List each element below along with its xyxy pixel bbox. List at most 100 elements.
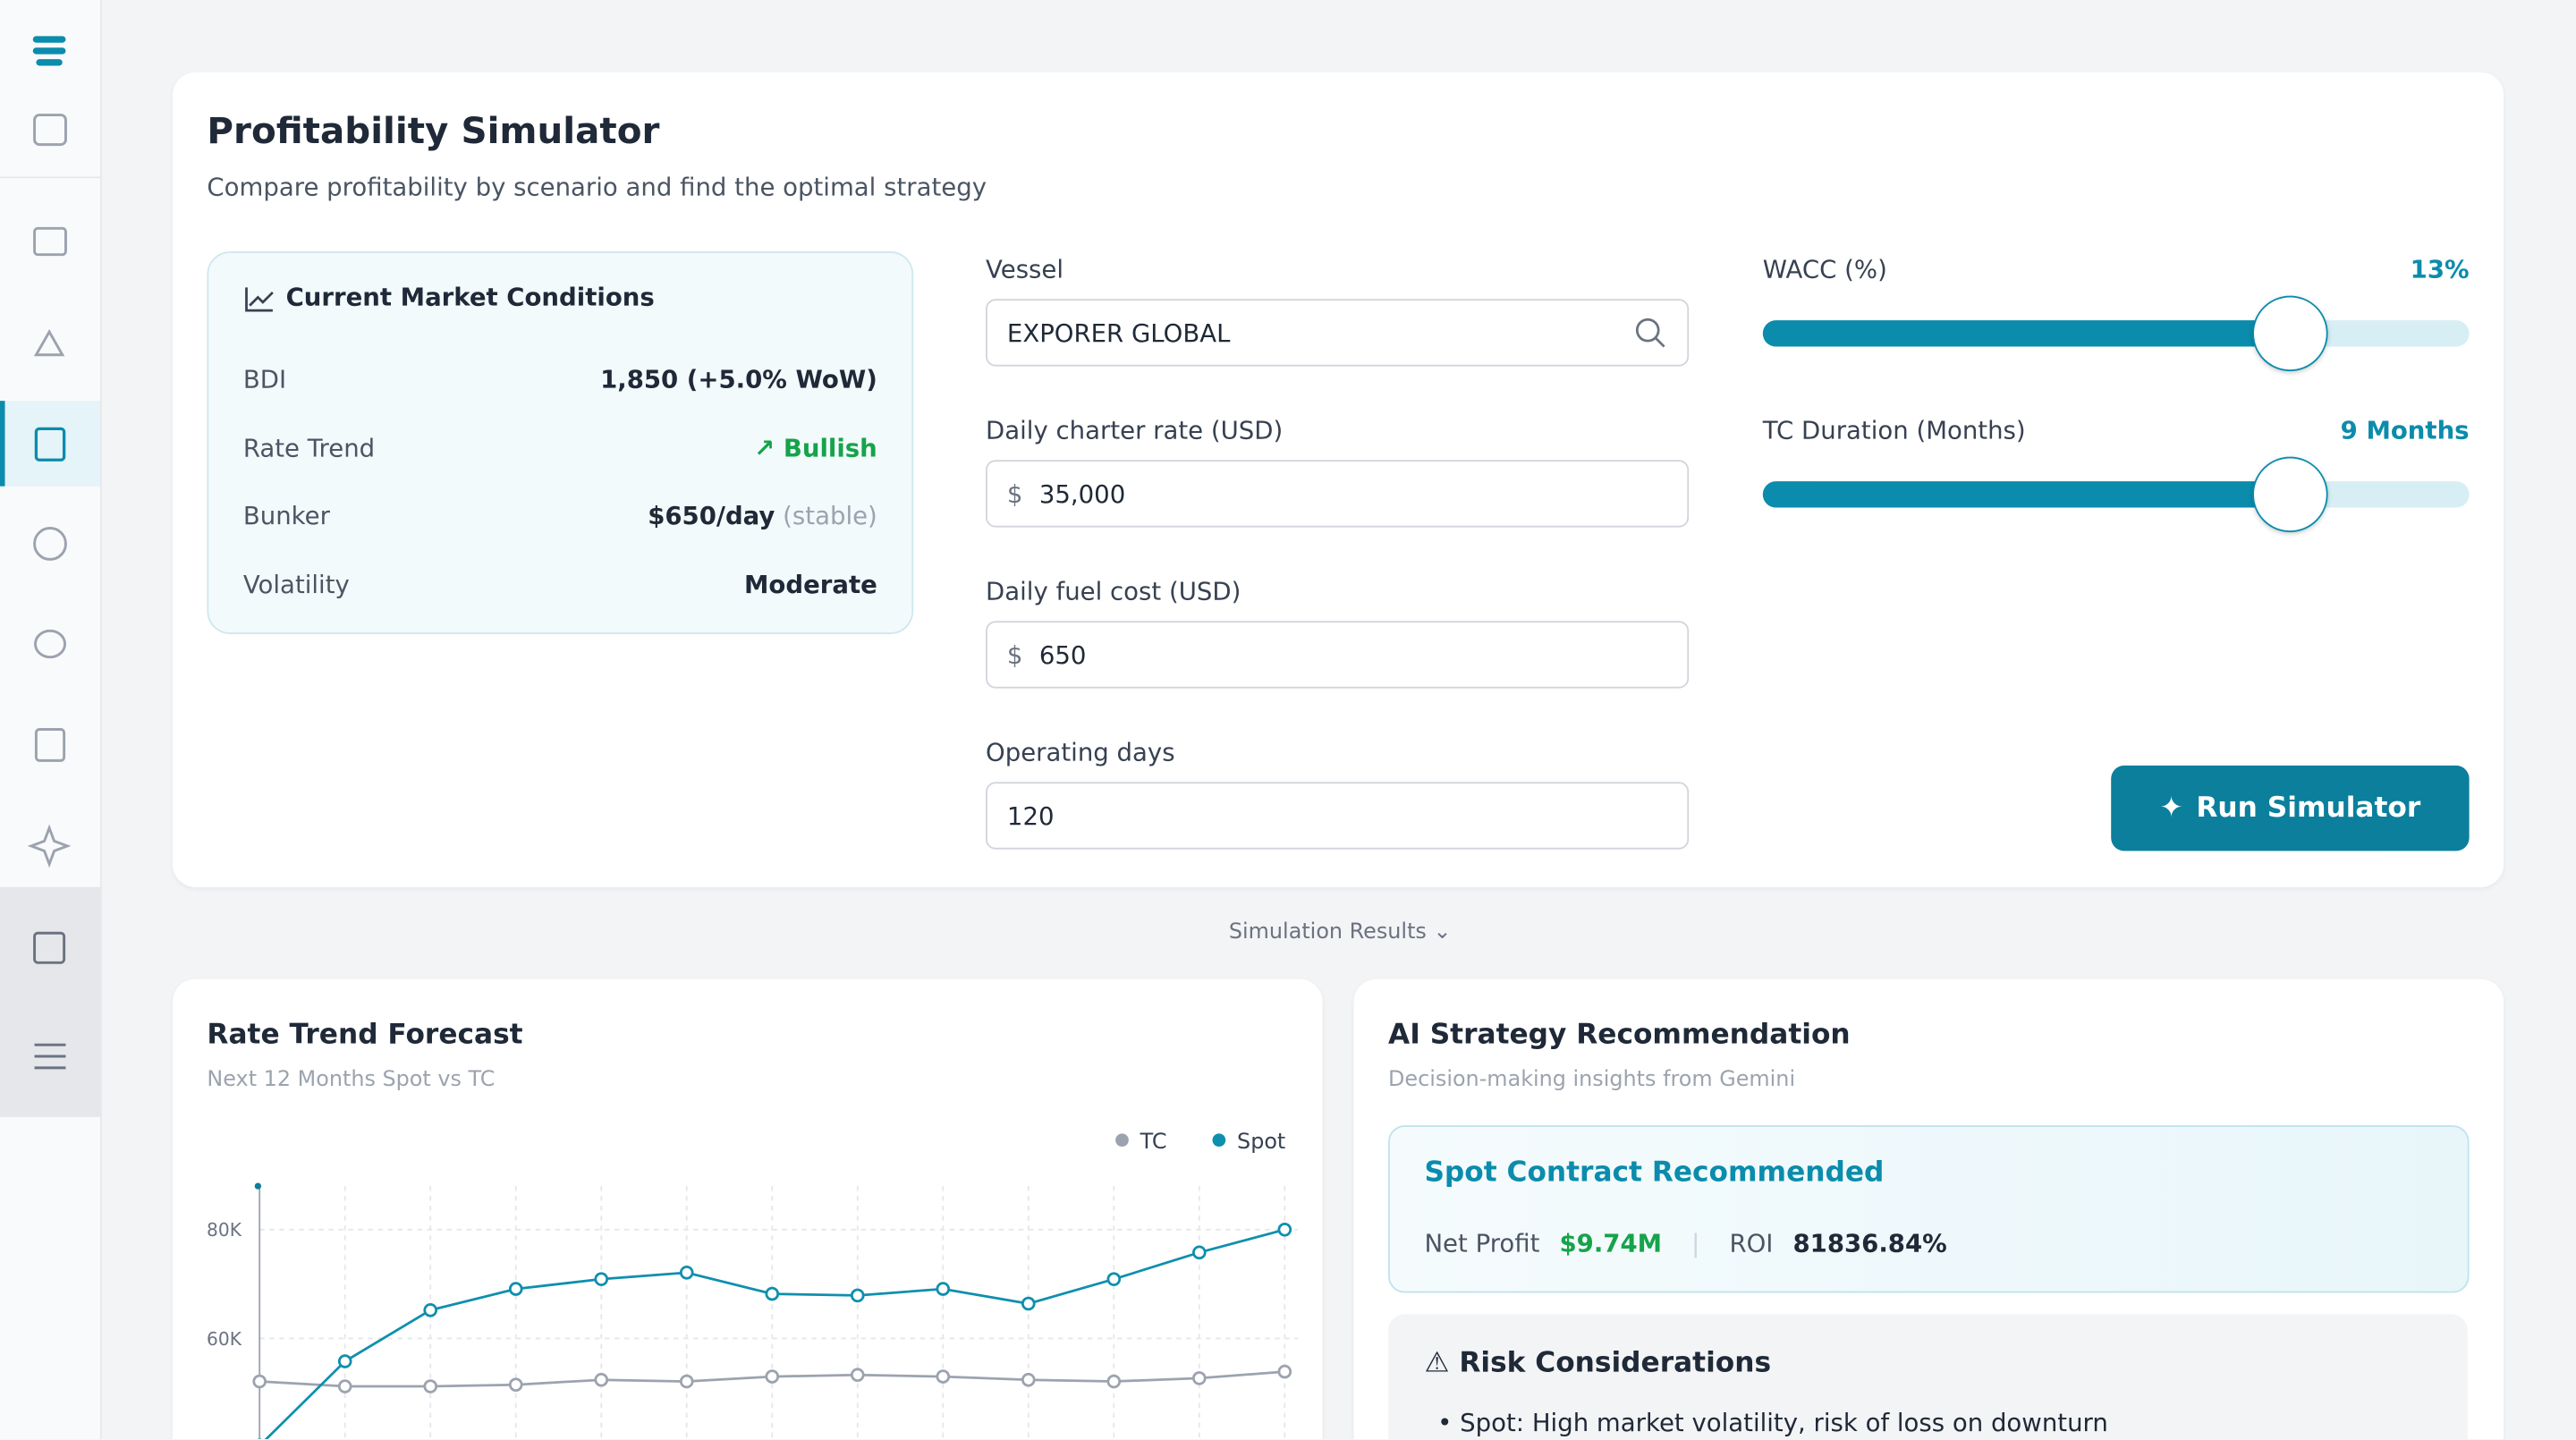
slider-label: TC Duration (Months) <box>1762 415 2026 445</box>
field-label: Operating days <box>986 737 1175 767</box>
trend: Bullish <box>783 433 877 463</box>
point <box>594 1272 609 1286</box>
metrics: Net Profit $9.74M | ROI 81836.84% <box>1424 1229 1946 1258</box>
point <box>1192 1245 1207 1260</box>
recommendation-box <box>1388 1125 2470 1293</box>
market-row: Bunker $650/day (stable) <box>243 501 877 530</box>
point <box>936 1369 951 1384</box>
slider-track[interactable] <box>1762 481 2470 508</box>
divider: | <box>1691 1228 1700 1258</box>
point <box>1021 1296 1036 1311</box>
market-title: Current Market Conditions <box>285 282 655 312</box>
legend-label: TC <box>1140 1129 1167 1154</box>
risk-title: ⚠ Risk Considerations <box>1424 1347 1772 1380</box>
slider-track[interactable] <box>1762 320 2470 347</box>
icon-list[interactable] <box>34 1043 66 1070</box>
point <box>1277 1222 1292 1237</box>
point <box>1277 1364 1292 1379</box>
sidebar <box>0 0 102 1439</box>
point <box>423 1379 438 1393</box>
metric-value: $9.74M <box>1559 1228 1663 1258</box>
slider-thumb[interactable] <box>2252 295 2328 372</box>
icon-calculator[interactable] <box>34 427 66 462</box>
legend-marker <box>1212 1133 1226 1148</box>
market-row: BDI 1,850 (+5.0% WoW) <box>243 365 877 394</box>
row-label: BDI <box>242 364 287 394</box>
row-value: 1,850 (+5.0% WoW) <box>600 364 877 394</box>
dollar-icon: $ <box>1006 479 1023 509</box>
input-value: EXPORER GLOBAL <box>1006 318 1231 348</box>
icon-panel[interactable] <box>33 114 67 147</box>
point <box>1021 1372 1036 1387</box>
point <box>594 1372 609 1387</box>
ai-subtitle: Decision-making insights from Gemini <box>1388 1067 1796 1093</box>
search-icon <box>1635 317 1665 347</box>
chart-card <box>172 978 1323 1439</box>
row-value: ↗ Bullish <box>754 433 877 463</box>
point <box>337 1354 352 1368</box>
market-card <box>207 251 914 634</box>
slider-fill <box>1762 320 2291 347</box>
legend-marker <box>1115 1133 1129 1148</box>
y-tick-label: 80K <box>207 1219 242 1241</box>
charter-input[interactable]: $35,000 <box>986 460 1690 528</box>
wand-icon: ✦ <box>2159 792 2183 826</box>
page-title: Profitability Simulator <box>207 111 660 153</box>
field-label: Vessel <box>986 254 1064 284</box>
risk-item-text: Spot: High market volatility, risk of lo… <box>1460 1408 2108 1438</box>
input-value: 35,000 <box>1038 479 1126 509</box>
point <box>508 1377 523 1392</box>
ai-title: AI Strategy Recommendation <box>1388 1018 1851 1052</box>
risk-title-text: Risk Considerations <box>1459 1347 1772 1380</box>
point <box>679 1374 694 1389</box>
run-button[interactable]: ✦ Run Simulator <box>2111 765 2470 851</box>
point <box>936 1282 951 1296</box>
icon-dashboard[interactable] <box>33 226 67 257</box>
row-label: Bunker <box>242 501 330 531</box>
results-toggle[interactable]: Simulation Results ⌄ <box>1228 919 1452 945</box>
metric-label: ROI <box>1729 1228 1774 1258</box>
recommendation: Spot Contract Recommended <box>1424 1156 1885 1190</box>
field-label: Daily fuel cost (USD) <box>986 576 1241 606</box>
risk-item: • Spot: High market volatility, risk of … <box>1437 1408 2108 1438</box>
fuel-input[interactable]: $650 <box>986 621 1690 689</box>
point <box>337 1379 352 1393</box>
legend-label: Spot <box>1237 1129 1285 1154</box>
y-tick-label: 60K <box>207 1328 242 1350</box>
toggle-label: Simulation Results <box>1228 919 1427 945</box>
input-value: 650 <box>1038 640 1087 670</box>
row-label: Rate Trend <box>242 433 376 463</box>
market-row: Rate Trend ↗ Bullish <box>243 434 877 463</box>
page-subtitle: Compare profitability by scenario and fi… <box>207 172 987 202</box>
icon-vessel[interactable] <box>33 329 65 357</box>
point <box>252 1374 267 1389</box>
metric-value: 81836.84% <box>1792 1228 1947 1258</box>
icon-finance[interactable] <box>33 527 67 561</box>
metric-label: Net Profit <box>1424 1228 1540 1258</box>
slider-value: 13% <box>2410 254 2470 284</box>
row-label: Volatility <box>242 570 350 600</box>
icon-report[interactable] <box>34 728 66 762</box>
icon-ai[interactable] <box>27 824 72 868</box>
point <box>508 1282 523 1296</box>
button-label: Run Simulator <box>2196 792 2421 826</box>
icon-edit[interactable] <box>33 931 66 964</box>
vessel-input[interactable]: EXPORER GLOBAL <box>986 299 1690 367</box>
point <box>850 1288 865 1303</box>
days-input[interactable]: 120 <box>986 782 1690 850</box>
row-value: $650/day <box>648 501 775 531</box>
risk-box <box>1388 1314 2468 1439</box>
logo <box>32 36 66 66</box>
point <box>1106 1374 1122 1389</box>
chart-subtitle: Next 12 Months Spot vs TC <box>207 1067 496 1093</box>
point <box>423 1303 438 1317</box>
slider-value: 9 Months <box>2340 415 2470 445</box>
row-note: (stable) <box>783 501 877 531</box>
point <box>765 1369 780 1384</box>
icon-database[interactable] <box>34 629 67 659</box>
slider-thumb[interactable] <box>2252 456 2328 533</box>
sidebar-icons <box>0 36 101 1117</box>
input-value: 120 <box>1006 800 1055 831</box>
